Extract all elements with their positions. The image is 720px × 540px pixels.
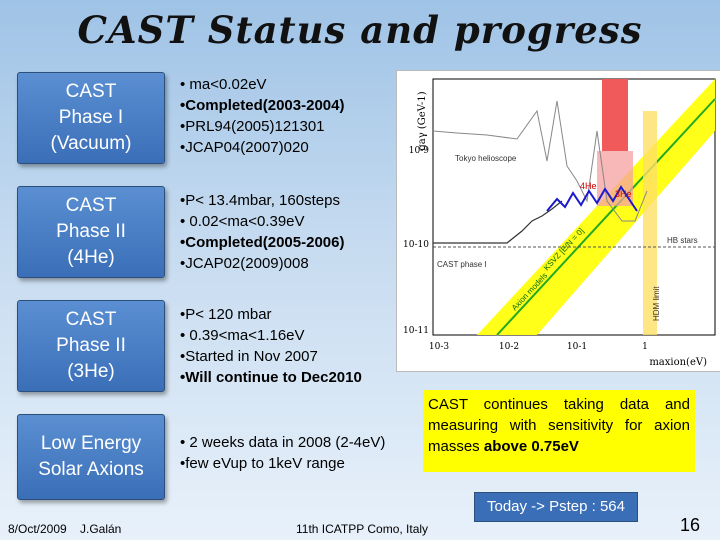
bullet-item: • 2 weeks data in 2008 (2-4eV): [180, 434, 386, 451]
phase-label-line: (4He): [67, 247, 115, 268]
x-tick-label: 10-1: [567, 342, 587, 352]
phase-label-line: Low Energy: [40, 433, 142, 454]
bullets-vacuum: • ma<0.02eV •Completed(2003-2004) •PRL94…: [180, 74, 410, 158]
bullet-item: •Will continue to Dec2010: [180, 369, 362, 386]
exclusion-plot-svg: gaγ (GeV-1) 10-9 10-10 10-11 10-3 10-2 1…: [403, 78, 716, 368]
bullet-item: •JCAP02(2009)008: [180, 255, 309, 272]
bullets-low-energy: • 2 weeks data in 2008 (2-4eV) •few eVup…: [180, 432, 410, 474]
note-text-bold: above 0.75eV: [483, 438, 579, 455]
footer-date: 8/Oct/2009: [8, 522, 67, 536]
phase-box-vacuum: CAST Phase I (Vacuum): [17, 72, 165, 164]
he-exclusion-curve: [546, 185, 638, 212]
phase-label-line: Solar Axions: [38, 459, 144, 480]
page-number: 16: [680, 515, 701, 535]
phase-label-line: CAST: [65, 309, 117, 330]
hdm-region: [643, 111, 657, 335]
x-axis-label: maxion(eV): [649, 357, 707, 368]
phase-label-line: Phase I: [58, 107, 124, 128]
bullets-4he: •P< 13.4mbar, 160steps • 0.02<ma<0.39eV …: [180, 190, 410, 274]
y-tick-label: 10-11: [403, 326, 429, 336]
red-region: [602, 79, 628, 151]
bullet-item: •few eVup to 1keV range: [180, 455, 345, 472]
bullet-item: •PRL94(2005)121301: [180, 118, 325, 135]
he4-label: 4He: [580, 181, 597, 191]
bullet-item: • 0.39<ma<1.16eV: [180, 327, 305, 344]
he3-label: 3He: [615, 189, 632, 199]
bullet-item: •P< 13.4mbar, 160steps: [180, 192, 340, 209]
y-tick-label: 10-9: [409, 146, 429, 156]
plot-frame: [432, 78, 716, 336]
x-tick-label: 10-2: [499, 342, 519, 352]
axion-model-band: [477, 79, 715, 335]
bullet-item: • 0.02<ma<0.39eV: [180, 213, 305, 230]
bullet-item: •JCAP04(2007)020: [180, 139, 309, 156]
phase-label-line: (Vacuum): [50, 133, 132, 154]
cast-phase-i-curve: [433, 200, 563, 244]
x-tick-label: 1: [642, 342, 648, 352]
phase-box-3he: CAST Phase II (3He): [17, 300, 165, 392]
bullet-item: • ma<0.02eV: [180, 76, 267, 93]
phase-label-line: CAST: [65, 195, 117, 216]
cast-phase-i-label: CAST phase I: [437, 260, 487, 269]
page-title: CAST Status and progress: [77, 8, 643, 52]
bullet-item: •Started in Nov 2007: [180, 348, 318, 365]
bullet-item: •Completed(2003-2004): [180, 97, 345, 114]
y-axis-label: gaγ (GeV-1): [417, 91, 428, 150]
x-tick-label: 10-3: [429, 342, 449, 352]
tokyo-curve: [432, 100, 648, 222]
today-pstep-box: Today -> Pstep : 564: [474, 492, 638, 522]
tokyo-label: Tokyo helioscope: [455, 154, 517, 163]
y-tick-label: 10-10: [403, 240, 429, 250]
footer-author: J.Galán: [80, 522, 122, 536]
exclusion-plot: gaγ (GeV-1) 10-9 10-10 10-11 10-3 10-2 1…: [396, 70, 720, 372]
continuation-note: CAST continues taking data and measuring…: [423, 390, 695, 472]
ksvz-line: [496, 98, 716, 336]
footer-event: 11th ICATPP Como, Italy: [296, 522, 429, 536]
bullets-3he: •P< 120 mbar • 0.39<ma<1.16eV •Started i…: [180, 304, 410, 388]
note-text: CAST continues taking data and measuring…: [428, 396, 690, 455]
bullet-item: •Completed(2005-2006): [180, 234, 345, 251]
hdm-label: HDM limit: [652, 286, 661, 321]
phase-label-line: CAST: [65, 81, 117, 102]
hb-stars-label: HB stars: [667, 236, 698, 245]
bullet-item: •P< 120 mbar: [180, 306, 272, 323]
phase-label-line: (3He): [67, 361, 115, 382]
phase-label-line: Phase II: [56, 221, 126, 242]
phase-box-low-energy: Low Energy Solar Axions: [17, 414, 165, 500]
phase-box-4he: CAST Phase II (4He): [17, 186, 165, 278]
phase-label-line: Phase II: [56, 335, 126, 356]
